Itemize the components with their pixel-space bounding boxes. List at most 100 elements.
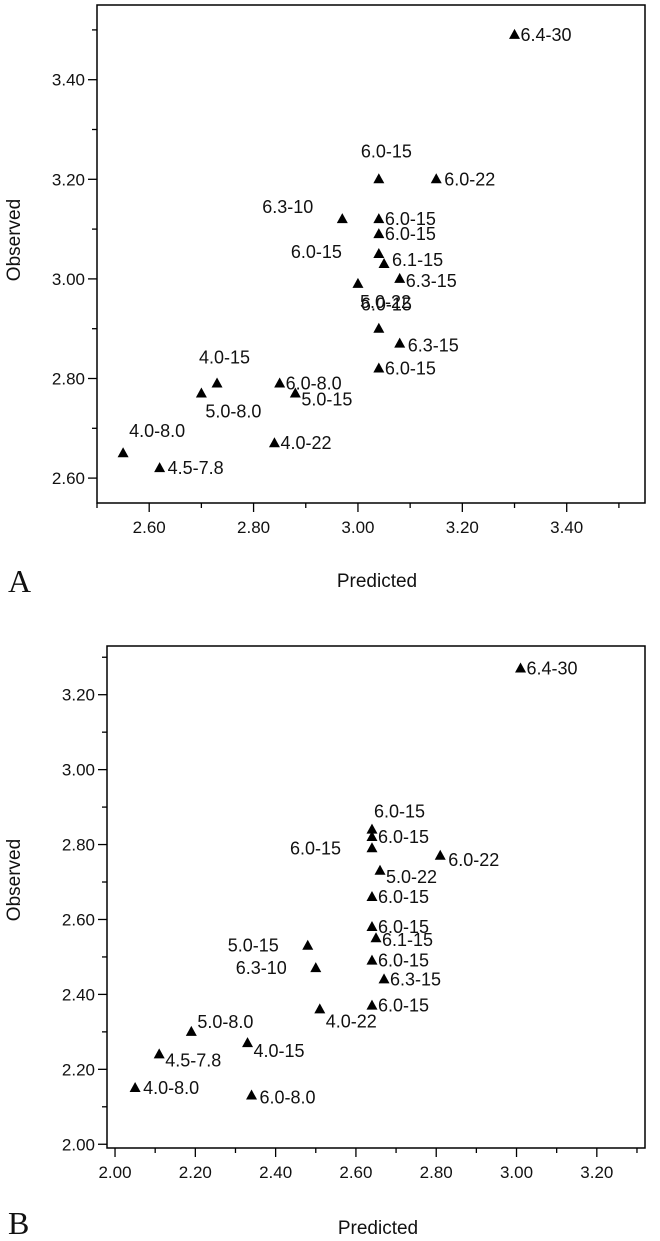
panel-a-y-tick-label: 3.00 bbox=[52, 270, 85, 289]
panel-a-point-label: 4.0-22 bbox=[280, 433, 331, 453]
panel-b-point-marker bbox=[374, 864, 386, 875]
panel-b-point-marker bbox=[310, 962, 322, 973]
panel-a-point-marker bbox=[289, 387, 301, 398]
panel-b-point-label: 6.4-30 bbox=[527, 658, 578, 678]
panel-a-point-marker bbox=[154, 462, 166, 473]
panel-b-point-label: 6.0-15 bbox=[378, 827, 429, 847]
panel-a-point-label: 5.0-15 bbox=[301, 389, 352, 409]
panel-b-point-label: 4.5-7.8 bbox=[165, 1050, 221, 1070]
panel-a-point-marker bbox=[430, 173, 442, 184]
panel-b-point-label: 5.0-15 bbox=[228, 936, 279, 956]
panel-b-x-tick-label: 2.40 bbox=[259, 1163, 292, 1182]
panel-b-point-label: 6.1-15 bbox=[382, 930, 433, 950]
panel-b-y-tick-label: 3.00 bbox=[62, 761, 95, 780]
panel-a-point-marker bbox=[373, 228, 385, 239]
panel-a-point-marker bbox=[336, 213, 348, 224]
panel-b-point-marker bbox=[434, 849, 446, 860]
panel-b-y-tick-label: 2.80 bbox=[62, 836, 95, 855]
panel-a-point-label: 6.3-15 bbox=[408, 336, 459, 356]
panel-b-point-label: 6.0-15 bbox=[378, 951, 429, 971]
panel-a-point-marker bbox=[268, 437, 280, 448]
panel-a-y-tick-label: 3.20 bbox=[52, 170, 85, 189]
panel-a-x-tick-label: 2.80 bbox=[237, 518, 270, 537]
panel-b-x-tick-label: 2.00 bbox=[98, 1163, 131, 1182]
panel-b-point-marker bbox=[370, 932, 382, 943]
panel-a-x-tick-label: 3.20 bbox=[446, 518, 479, 537]
panel-a-point-marker bbox=[373, 173, 385, 184]
panel-b-point-marker bbox=[366, 831, 378, 842]
panel-a-point-marker bbox=[373, 213, 385, 224]
panel-b-y-tick-label: 2.60 bbox=[62, 910, 95, 929]
panel-b-y-tick-label: 3.20 bbox=[62, 686, 95, 705]
panel-b-ticks: 2.00 2.20 2.40 2.60 2.80 3.00 3.20 2.00 2.20 2.40… bbox=[62, 656, 638, 1182]
panel-a-point-label: 6.0-22 bbox=[444, 169, 495, 189]
panel-a-point-label: 6.3-15 bbox=[406, 271, 457, 291]
panel-a-xlabel: Predicted bbox=[337, 571, 417, 592]
panel-b-y-tick-label: 2.20 bbox=[62, 1060, 95, 1079]
panel-b-x-tick-label: 2.60 bbox=[339, 1163, 372, 1182]
panel-a-x-tick-label: 2.60 bbox=[133, 518, 166, 537]
panel-b-point-label: 6.0-22 bbox=[448, 850, 499, 870]
panel-a-point-label: 5.0-22 bbox=[360, 292, 411, 312]
panel-a-point-marker bbox=[509, 28, 521, 39]
panel-b-point-label: 6.3-15 bbox=[390, 969, 441, 989]
panel-a-point-label: 6.0-15 bbox=[291, 242, 342, 262]
panel-a-point-label: 6.0-8.0 bbox=[286, 373, 342, 393]
panel-b-point-marker bbox=[366, 891, 378, 901]
panel-b-point-label: 5.0-22 bbox=[386, 867, 437, 887]
panel-b-x-tick-label: 2.80 bbox=[420, 1163, 453, 1182]
panel-b-point-label: 4.0-8.0 bbox=[143, 1078, 199, 1098]
panel-b-point-marker bbox=[366, 823, 378, 834]
panel-b-point-marker bbox=[314, 1003, 326, 1014]
panel-a-point-marker bbox=[373, 248, 385, 258]
panel-b-point-marker bbox=[515, 662, 527, 673]
panel-b-x-tick-label: 3.20 bbox=[580, 1163, 613, 1182]
panel-b-x-tick-label: 2.20 bbox=[179, 1163, 212, 1182]
panel-a-point-marker bbox=[352, 277, 364, 288]
panel-b-point-label: 6.0-15 bbox=[374, 802, 425, 822]
panel-b-point-marker bbox=[366, 920, 378, 931]
panel-a-y-tick-label: 2.80 bbox=[52, 370, 85, 389]
panel-b-xlabel: Predicted bbox=[338, 1218, 418, 1239]
panel-a-point-marker bbox=[117, 447, 129, 458]
panel-b-point-marker bbox=[378, 973, 390, 984]
panel-b-point-marker bbox=[366, 954, 378, 965]
panel-a-point-marker bbox=[274, 377, 286, 388]
panel-a-point-label: 6.4-30 bbox=[521, 25, 572, 45]
panel-b-plot-frame bbox=[106, 645, 646, 1149]
panel-b-chart: 2.00 2.20 2.40 2.60 2.80 3.00 3.20 2.00 2.20 2.40… bbox=[4, 645, 646, 1241]
panel-b-point-marker bbox=[153, 1048, 165, 1059]
panel-a-point-label: 6.0-15 bbox=[361, 141, 412, 161]
panel-a-point-marker bbox=[211, 377, 223, 388]
panel-a-point-label: 6.3-10 bbox=[262, 197, 313, 217]
panel-b-x-tick-label: 3.00 bbox=[500, 1163, 533, 1182]
panel-b-point-label: 6.0-8.0 bbox=[260, 1088, 316, 1108]
panel-a-point-marker bbox=[195, 387, 207, 398]
panel-a-x-tick-label: 3.40 bbox=[550, 518, 583, 537]
panel-a-point-marker bbox=[378, 257, 390, 268]
panel-b-ylabel: Observed bbox=[4, 839, 25, 921]
panel-b-point-label: 4.0-15 bbox=[254, 1041, 305, 1061]
panel-a-point-marker bbox=[394, 337, 406, 348]
panel-a-points: 6.4-30 6.0-15 6.0-22 6.3-10 6.0-15 6.0-15 6.0-… bbox=[117, 25, 572, 478]
panel-b-point-marker bbox=[366, 842, 378, 853]
panel-b-point-label: 6.3-10 bbox=[236, 958, 287, 978]
panel-b-point-marker bbox=[246, 1089, 258, 1100]
panel-a-point-label: 6.1-15 bbox=[392, 250, 443, 270]
panel-b-point-marker bbox=[242, 1037, 254, 1048]
panel-b-point-marker bbox=[366, 999, 378, 1010]
panel-a-y-tick-label: 2.60 bbox=[52, 469, 85, 488]
panel-a-plot-frame bbox=[96, 4, 646, 504]
panel-a-chart: 2.60 2.80 3.00 3.20 3.40 2.60 2.80 3.00 3.20 3.40… bbox=[4, 4, 646, 599]
panel-b-y-tick-label: 2.40 bbox=[62, 985, 95, 1004]
panel-a-letter: A bbox=[8, 563, 31, 599]
panel-a-point-label: 4.0-15 bbox=[199, 347, 250, 367]
panel-a-ticks: 2.60 2.80 3.00 3.20 3.40 2.60 2.80 3.00 3.20 3.40 bbox=[52, 29, 620, 537]
panel-a-point-label: 6.0-15 bbox=[385, 224, 436, 244]
panel-a-point-label: 4.5-7.8 bbox=[168, 458, 224, 478]
panel-a-ylabel: Observed bbox=[4, 199, 25, 281]
panel-b-point-marker bbox=[302, 939, 314, 950]
panel-b-letter: B bbox=[8, 1205, 29, 1241]
panel-a-point-label: 6.0-15 bbox=[385, 359, 436, 379]
